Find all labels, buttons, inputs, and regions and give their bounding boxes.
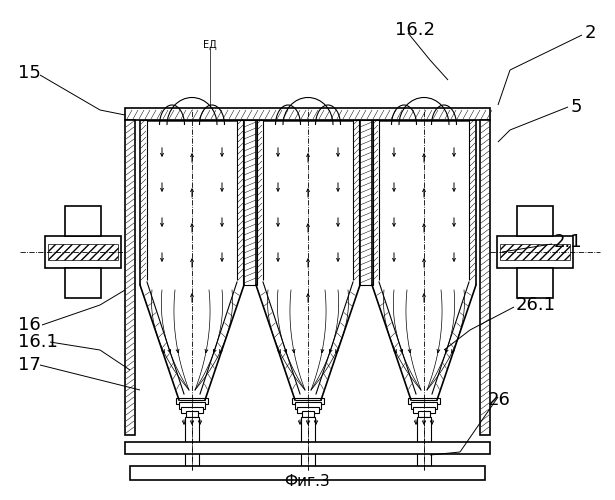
Bar — [130, 466, 485, 480]
Text: 15: 15 — [18, 64, 41, 82]
Text: 16: 16 — [18, 316, 41, 334]
Text: 16.1: 16.1 — [18, 333, 58, 351]
Text: 2: 2 — [585, 24, 597, 42]
Bar — [65, 206, 101, 236]
Text: 26: 26 — [488, 391, 511, 409]
Text: 16.2: 16.2 — [395, 21, 435, 39]
Bar — [411, 402, 437, 409]
Bar — [186, 411, 198, 417]
Bar — [295, 402, 321, 409]
Bar — [418, 411, 430, 417]
Text: 17: 17 — [18, 356, 41, 374]
Bar — [243, 120, 257, 285]
Bar — [297, 407, 319, 413]
Text: 26.1: 26.1 — [516, 296, 556, 314]
Bar — [45, 236, 121, 268]
Bar — [125, 442, 490, 454]
Bar — [301, 417, 315, 466]
Bar — [125, 108, 490, 120]
Text: ЕД: ЕД — [203, 40, 217, 50]
Bar — [176, 398, 208, 404]
Bar — [413, 407, 435, 413]
Bar — [359, 120, 373, 285]
Bar — [417, 417, 431, 466]
Bar — [517, 206, 553, 236]
Bar — [480, 120, 490, 435]
Bar — [500, 244, 570, 260]
Bar — [181, 407, 203, 413]
Bar — [292, 398, 324, 404]
Bar — [48, 244, 118, 260]
Bar — [179, 402, 205, 409]
Text: 2.1: 2.1 — [554, 233, 582, 251]
Bar — [65, 268, 101, 298]
Bar — [302, 411, 314, 417]
Text: 5: 5 — [571, 98, 582, 116]
Bar — [185, 417, 199, 466]
Text: Фиг.3: Фиг.3 — [284, 474, 330, 490]
Bar — [408, 398, 440, 404]
Bar — [517, 268, 553, 298]
Bar — [125, 120, 135, 435]
Bar — [497, 236, 573, 268]
